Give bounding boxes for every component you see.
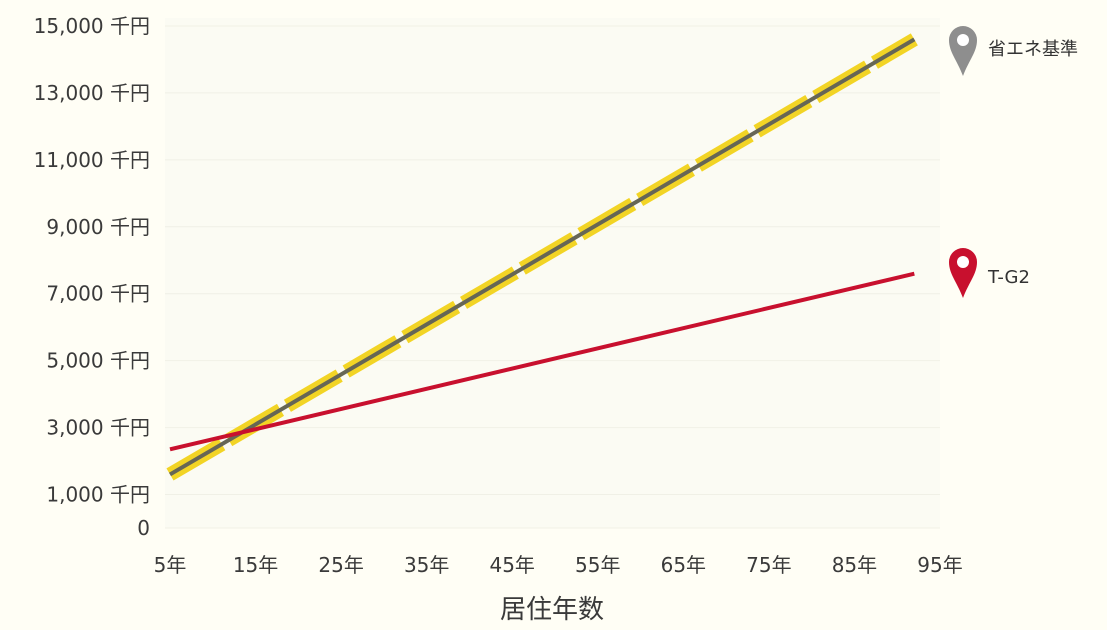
x-tick-label-0: 5年 <box>154 553 187 577</box>
grid-lines <box>165 25 940 529</box>
x-axis-label: 居住年数 <box>500 595 604 625</box>
y-tick-label-6: 11,000 千円 <box>34 148 150 172</box>
y-tick-label-1: 1,000 千円 <box>46 483 150 507</box>
x-tick-label-5: 55年 <box>575 553 620 577</box>
y-tick-label-5: 9,000 千円 <box>46 215 150 239</box>
x-axis-tick-labels: 5年 15年 25年 35年 45年 55年 65年 75年 85年 95年 <box>154 553 963 577</box>
legend-label-t-g2: T-G2 <box>987 267 1030 288</box>
x-tick-label-6: 65年 <box>661 553 706 577</box>
x-tick-label-1: 15年 <box>233 553 278 577</box>
y-tick-label-7: 13,000 千円 <box>34 81 150 105</box>
x-tick-label-3: 35年 <box>404 553 449 577</box>
series-lines <box>166 33 918 481</box>
legend-label-sho-ene: 省エネ基準 <box>988 39 1078 60</box>
y-axis-tick-labels: 0 1,000 千円 3,000 千円 5,000 千円 7,000 千円 9,000 千… <box>34 14 150 540</box>
y-tick-label-8: 15,000 千円 <box>34 14 150 38</box>
y-tick-label-0: 0 <box>137 516 150 540</box>
legend: 省エネ基準 T-G2 <box>949 26 1078 298</box>
x-tick-label-9: 95年 <box>917 553 962 577</box>
map-pin-icon-t-g2 <box>949 248 977 298</box>
map-pin-icon-sho-ene <box>949 26 977 76</box>
series-line-sho-ene <box>168 37 916 477</box>
y-tick-label-2: 3,000 千円 <box>46 416 150 440</box>
x-tick-label-4: 45年 <box>489 553 534 577</box>
plot-area <box>165 18 940 528</box>
x-tick-label-7: 75年 <box>746 553 791 577</box>
x-tick-label-8: 85年 <box>832 553 877 577</box>
series-line-t-g2 <box>169 271 915 452</box>
y-tick-label-4: 7,000 千円 <box>46 282 150 306</box>
y-tick-label-3: 5,000 千円 <box>46 349 150 373</box>
x-tick-label-2: 25年 <box>318 553 363 577</box>
